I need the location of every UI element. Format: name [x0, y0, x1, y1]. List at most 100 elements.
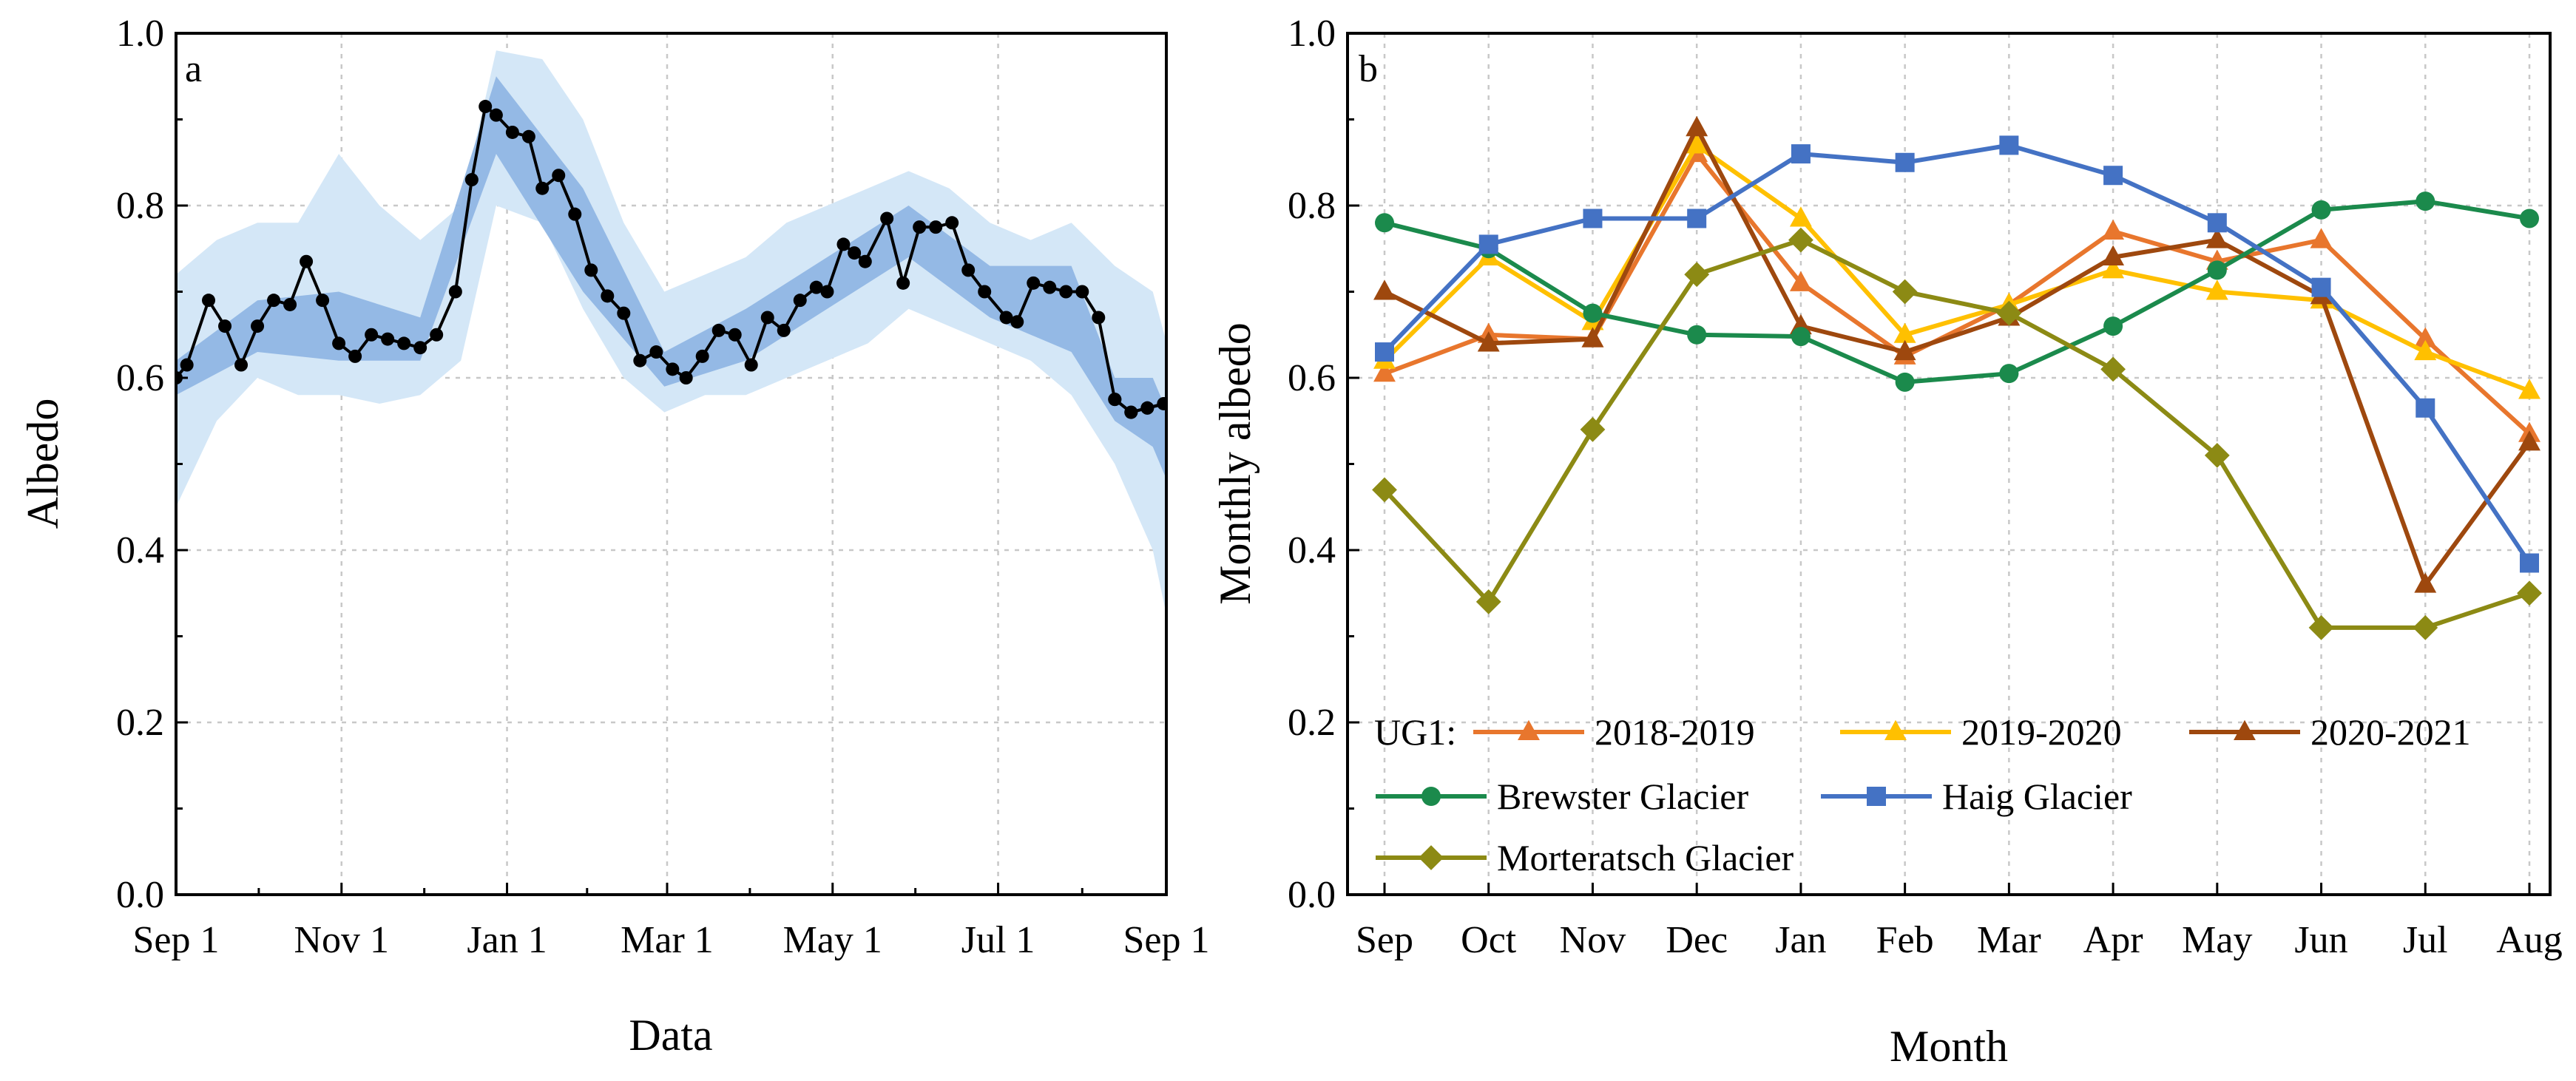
albedo-point [836, 237, 851, 251]
albedo-point [552, 169, 566, 183]
albedo-point [1059, 285, 1073, 299]
panel-b-ytick-label: 0.2 [1288, 702, 1336, 744]
series-point-morteratsch-glacier [2100, 356, 2126, 382]
legend-label: Morteratsch Glacier [1497, 837, 1794, 878]
panel-a-ytick-label: 0.0 [116, 874, 164, 916]
albedo-point [1189, 513, 1203, 526]
panel-b-xtick-label: Nov [1560, 919, 1626, 961]
series-point-morteratsch-glacier [1372, 477, 1397, 503]
panel-b-xtick-label: Jun [2294, 919, 2347, 961]
panel-b-xtick-label: Apr [2083, 919, 2143, 961]
series-2020-2021 [1373, 115, 2540, 593]
panel-b-xtick-label: Feb [1876, 919, 1934, 961]
series-point-brewster-glacier [1583, 303, 1603, 323]
panel-a-xtick-label: Jul 1 [961, 919, 1035, 961]
series-point-brewster-glacier [2520, 209, 2539, 228]
panel-b-ticks: 0.0 0.2 0.4 0.6 0.8 1.0 Sep Oct Nov Dec Jan Feb Mar A… [1288, 13, 2563, 961]
panel-a-label: a [185, 48, 202, 90]
albedo-point [649, 345, 663, 359]
series-point-morteratsch-glacier [1475, 589, 1501, 614]
albedo-point [202, 294, 216, 308]
albedo-point [666, 362, 680, 376]
panel-b-ylabel: Monthly albedo [1211, 322, 1260, 605]
series-point-brewster-glacier [1895, 372, 1915, 392]
legend-marker [1421, 787, 1441, 806]
series-point-2018-2019 [1373, 361, 1396, 382]
panel-b-grid [1348, 33, 2550, 895]
panel-a-xtick-label: Mar 1 [621, 919, 714, 961]
panel-b: 0.0 0.2 0.4 0.6 0.8 1.0 Sep Oct Nov Dec Jan Feb Mar A… [1211, 13, 2563, 1071]
series-point-2020-2021 [2414, 572, 2437, 593]
panel-a-xtick-label: Nov 1 [294, 919, 389, 961]
albedo-point [913, 220, 927, 234]
albedo-point [413, 341, 427, 355]
legend-prefix: UG1: [1374, 711, 1456, 753]
albedo-point [180, 358, 194, 372]
panel-a-xlabel: Data [629, 1011, 712, 1060]
albedo-point [1027, 276, 1041, 290]
panel-b-ytick-label: 0.4 [1288, 529, 1336, 572]
series-point-2020-2021 [2205, 228, 2228, 248]
albedo-point [535, 181, 550, 195]
albedo-point [809, 280, 823, 294]
series-brewster-glacier [1375, 192, 2539, 392]
series-point-2019-2020 [2414, 339, 2437, 361]
panel-b-xtick-label: Aug [2496, 919, 2563, 961]
albedo-point [728, 328, 742, 342]
series-point-morteratsch-glacier [2204, 442, 2230, 468]
series-point-haig-glacier [1791, 144, 1811, 164]
panel-b-ytick-label: 0.8 [1288, 185, 1336, 227]
series-point-morteratsch-glacier [2413, 614, 2438, 640]
albedo-point [679, 371, 693, 384]
series-point-2020-2021 [2102, 245, 2125, 265]
albedo-point [617, 306, 631, 320]
albedo-line [1114, 398, 1166, 414]
albedo-point [999, 311, 1013, 325]
series-point-haig-glacier [2520, 553, 2539, 573]
series-point-2019-2020 [1893, 322, 1916, 343]
albedo-point [430, 328, 444, 342]
albedo-point [218, 319, 232, 333]
series-morteratsch-glacier [1372, 227, 2542, 640]
series-point-brewster-glacier [1375, 213, 1394, 233]
series-point-haig-glacier [2416, 398, 2435, 418]
series-point-morteratsch-glacier [2517, 580, 2542, 606]
legend-label: 2019-2020 [1961, 711, 2122, 753]
series-point-2019-2020 [1686, 133, 1708, 154]
albedo-point [448, 285, 462, 299]
albedo-point [896, 276, 910, 290]
panel-a-xtick-label: Sep 1 [1123, 919, 1210, 961]
albedo-point [267, 294, 281, 308]
panel-a-ytick-label: 0.8 [116, 185, 164, 227]
panel-b-xtick-label: Jul [2403, 919, 2448, 961]
albedo-point [489, 108, 503, 122]
inner-uncertainty-band [176, 76, 1166, 479]
panel-a-bands [176, 50, 1166, 615]
panel-b-xtick-label: Sep [1356, 919, 1413, 961]
series-point-morteratsch-glacier [2308, 614, 2334, 640]
albedo-point [568, 207, 582, 221]
panel-a-lines [176, 100, 1203, 526]
albedo-point [711, 323, 726, 337]
panel-b-xtick-label: Dec [1666, 919, 1728, 961]
albedo-point [848, 246, 862, 260]
panel-a-xtick-label: May 1 [783, 919, 882, 961]
albedo-point [316, 294, 330, 308]
legend-marker [1518, 719, 1540, 741]
series-point-2019-2020 [2102, 258, 2125, 279]
panel-b-ytick-label: 0.0 [1288, 874, 1336, 916]
albedo-point [1043, 280, 1057, 294]
series-point-haig-glacier [1687, 209, 1707, 228]
series-point-morteratsch-glacier [1788, 227, 1813, 253]
panel-a-ytick-label: 0.6 [116, 357, 164, 399]
series-2019-2020 [1373, 133, 2540, 399]
series-point-haig-glacier [2103, 166, 2123, 186]
series-point-morteratsch-glacier [1684, 262, 1710, 288]
albedo-point [793, 294, 807, 308]
series-point-brewster-glacier [2311, 200, 2331, 220]
panel-b-lines [1372, 115, 2542, 640]
series-point-haig-glacier [2207, 213, 2227, 233]
albedo-point [397, 336, 411, 350]
albedo-point [365, 328, 379, 342]
